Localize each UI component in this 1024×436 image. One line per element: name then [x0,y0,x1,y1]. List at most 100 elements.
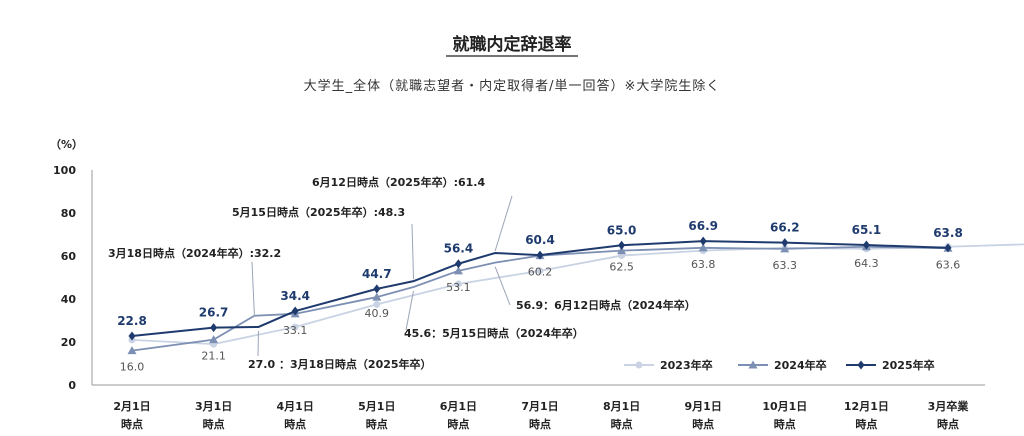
data-point [781,238,789,248]
x-tick-label: 8月1日 [603,400,640,413]
annotation-leader [405,290,415,331]
data-label: 34.4 [280,289,310,303]
annotations: 6月12日時点（2025年卒）:61.4 5月15日時点（2025年卒）:48.3… [108,175,696,371]
legend-label: 2023年卒 [660,358,713,372]
x-tick-label: 6月1日 [440,400,477,413]
data-point [127,346,137,355]
data-point [372,292,382,301]
annotation: 56.9：6月12日時点（2024年卒） [516,298,696,312]
data-point [373,300,381,308]
data-point [862,240,870,250]
data-label: 21.1 [201,350,226,363]
annotation: 5月15日時点（2025年卒）:48.3 [232,205,405,219]
x-tick-label: 時点 [203,417,225,431]
data-point [128,331,136,341]
legend: 2023年卒 2024年卒 2025年卒 [624,358,935,372]
x-tick-label: 時点 [855,417,877,431]
data-label: 53.1 [446,281,471,294]
x-tick-label: 5月1日 [358,400,395,413]
data-label: 65.0 [607,223,637,237]
data-label: 22.8 [117,314,147,328]
annotation-leader [494,195,513,252]
x-tick-label: 7月1日 [521,400,558,413]
data-point [618,240,626,250]
data-point [748,360,758,369]
chart-subtitle: 大学生_全体（就職志望者・内定取得者/単一回答）※大学院生除く [304,78,721,94]
x-tick-label: 時点 [366,417,388,431]
annotation: 3月18日時点（2024年卒）:32.2 [108,246,281,260]
data-label: 33.1 [283,324,308,337]
data-point [857,360,865,370]
data-label: 66.2 [770,221,800,235]
data-labels: 22.8 26.7 34.4 44.7 56.4 60.4 65.0 66.9 66.2 65.1… [117,219,963,373]
data-label: 26.7 [199,306,229,320]
annotation: 6月12日時点（2025年卒）:61.4 [312,175,485,189]
data-label: 63.6 [936,258,961,271]
y-tick-label: 40 [61,293,77,306]
x-tick-label: 時点 [284,417,306,431]
x-tick-label: 時点 [121,417,143,431]
data-label: 40.9 [365,307,390,320]
data-label: 62.5 [609,261,634,274]
data-point [536,267,544,275]
x-tick-label: 時点 [447,417,469,431]
x-tick-label: 10月1日 [762,400,807,413]
data-point [291,306,299,316]
data-point [536,250,544,260]
data-label: 56.4 [444,242,474,256]
data-point [699,236,707,246]
y-tick-label: 80 [61,207,77,220]
x-tick-label: 3月卒業 [928,399,970,413]
series-line [131,245,949,352]
data-label: 63.8 [933,226,963,240]
y-axis: 0 20 40 60 80 100 [53,164,76,392]
y-tick-label: 100 [53,164,76,177]
data-label: 60.2 [528,266,553,279]
x-tick-label: 時点 [529,417,551,431]
data-point [373,284,381,294]
data-point [454,259,462,269]
data-point [635,361,643,369]
series-line [131,240,949,337]
y-tick-label: 0 [68,379,76,392]
data-point [454,280,462,288]
annotation: 27.0 ：3月18日時点（2025年卒） [248,357,432,371]
data-label: 63.3 [773,259,798,272]
x-tick-label: 時点 [937,417,959,431]
series-line [131,243,1024,346]
series-lines [127,236,1024,355]
data-point [617,246,627,255]
annotation-leader [411,223,415,280]
data-point [209,335,219,344]
x-tick-label: 時点 [611,417,633,431]
x-tick-label: 2月1日 [113,400,150,413]
data-label: 16.0 [120,361,145,374]
data-point [944,243,952,253]
data-point [210,323,218,333]
x-tick-label: 4月1日 [277,400,314,413]
y-axis-unit: （%） [50,138,83,151]
legend-label: 2024年卒 [774,358,827,372]
data-point [698,243,708,252]
data-point [453,266,463,275]
x-tick-label: 3月1日 [195,400,232,413]
x-tick-label: 12月1日 [844,400,889,413]
x-tick-label: 時点 [774,417,796,431]
data-point [291,323,299,331]
annotation-leader [494,266,511,306]
data-label: 64.3 [854,257,879,270]
annotation-leader [251,261,255,316]
annotation: 45.6：5月15日時点（2024年卒） [404,326,584,340]
data-label: 44.7 [362,267,392,281]
data-label: 63.8 [691,258,716,271]
data-label: 65.1 [852,223,882,237]
x-tick-label: 時点 [692,417,714,431]
data-label: 66.9 [688,219,718,233]
data-point [780,244,790,253]
y-tick-label: 20 [61,336,77,349]
legend-label: 2025年卒 [882,358,935,372]
y-tick-label: 60 [61,250,77,263]
x-tick-label: 9月1日 [685,400,722,413]
